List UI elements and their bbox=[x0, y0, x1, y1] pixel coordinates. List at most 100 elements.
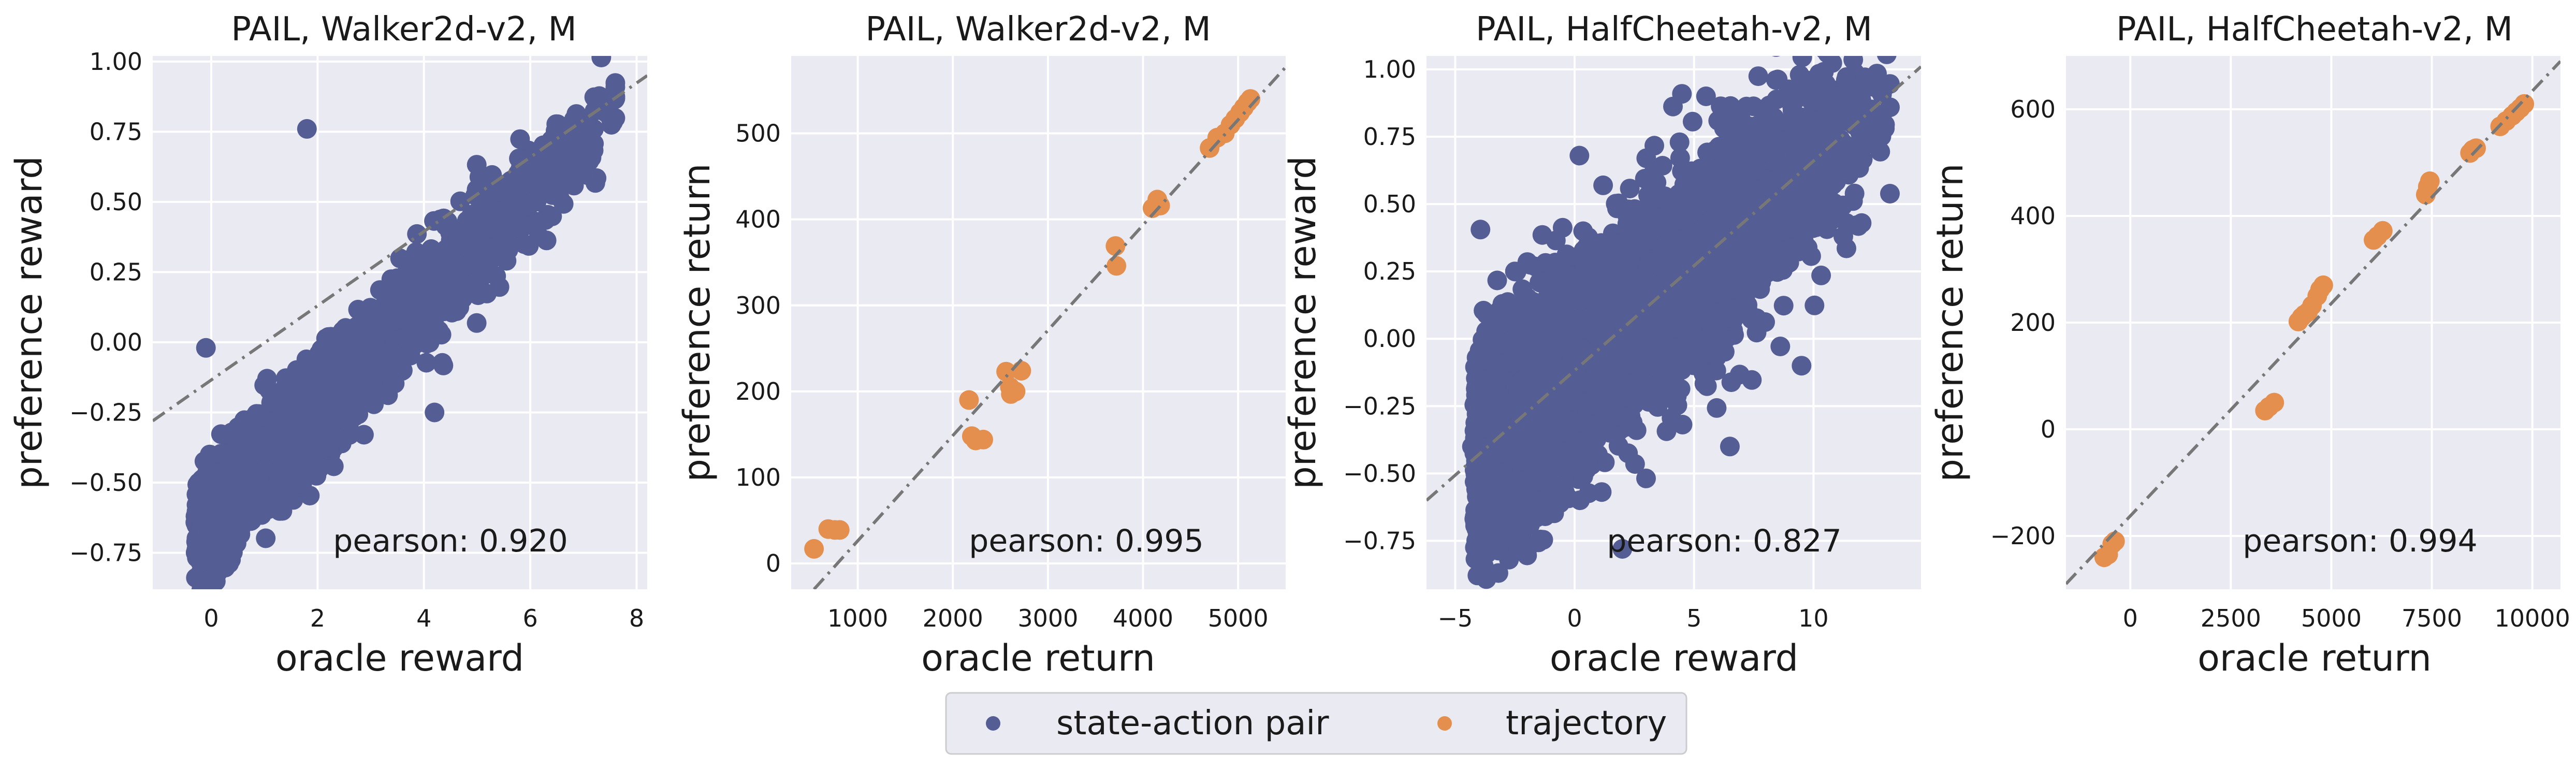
panel-1-point bbox=[327, 355, 347, 375]
panel-1-point bbox=[416, 353, 436, 373]
panel-1-point bbox=[432, 353, 453, 373]
panel-1-point bbox=[448, 228, 468, 248]
panel-3-point bbox=[1672, 415, 1693, 434]
panel-2-x-label: oracle return bbox=[921, 637, 1155, 679]
panel-2-point bbox=[973, 429, 993, 449]
panel-1-point bbox=[250, 463, 270, 483]
panel-2-point bbox=[1107, 256, 1127, 276]
panel-1-point bbox=[589, 86, 609, 106]
panel-1-point bbox=[384, 354, 404, 374]
panel-1-point bbox=[252, 505, 272, 525]
panel-1-point bbox=[312, 354, 332, 374]
panel-1-point bbox=[514, 234, 534, 254]
panel-1-point bbox=[372, 311, 392, 331]
panel-2: PAIL, Walker2d-v2, M 1000 2000 3000 4000 500… bbox=[676, 10, 1286, 679]
panel-1-diagonal-line bbox=[153, 74, 647, 423]
panel-2-x-tick-label: 4000 bbox=[1113, 604, 1173, 632]
panel-1-point bbox=[307, 415, 327, 435]
panel-1-y-tick-label: −0.50 bbox=[69, 469, 142, 497]
panel-2-point bbox=[996, 361, 1016, 382]
panel-2-x-tick-label: 5000 bbox=[1208, 604, 1269, 632]
panel-1-point bbox=[266, 442, 286, 462]
panel-1-point bbox=[511, 219, 531, 239]
panel-2-point bbox=[1105, 236, 1126, 256]
panel-1-y-tick-label: −0.75 bbox=[69, 539, 142, 567]
panel-3-point bbox=[1721, 372, 1741, 393]
panel-1-point bbox=[511, 158, 531, 179]
panel-1-point bbox=[527, 192, 547, 212]
panel-1-point bbox=[333, 398, 354, 418]
panel-2-pearson-label: pearson: 0.995 bbox=[969, 523, 1204, 559]
panel-2-y-tick-label: 100 bbox=[735, 463, 781, 491]
panel-1-point bbox=[211, 424, 231, 444]
panel-1-point bbox=[257, 369, 277, 389]
panel-2-title: PAIL, Walker2d-v2, M bbox=[865, 10, 1211, 49]
panel-1-point bbox=[368, 353, 387, 373]
panel-1-point bbox=[275, 458, 296, 478]
panel-2-y-tick-label: 300 bbox=[735, 292, 781, 319]
panel-3: PAIL, HalfCheetah-v2, M −5 0 5 10 −0.75−0.5… bbox=[1282, 10, 1921, 679]
panel-1-point bbox=[399, 263, 418, 283]
panel-1-point bbox=[196, 338, 216, 358]
panel-1-point bbox=[531, 165, 551, 185]
panel-1-point bbox=[256, 528, 276, 548]
panel-1-point bbox=[438, 274, 458, 294]
panel-2-y-tick-label: 500 bbox=[735, 120, 781, 148]
panel-2-point bbox=[1241, 89, 1260, 109]
panel-1-point bbox=[453, 258, 473, 278]
panel-3-point bbox=[1804, 295, 1825, 315]
panel-1-point bbox=[485, 212, 505, 233]
panel-3-point bbox=[1877, 56, 1897, 64]
panel-1-point bbox=[210, 463, 230, 483]
panel-1-point bbox=[468, 285, 488, 306]
panel-1-point bbox=[402, 294, 422, 314]
panel-1-point bbox=[282, 426, 302, 446]
panel-2-x-tick-label: 1000 bbox=[827, 604, 888, 632]
panel-2-point bbox=[829, 520, 850, 540]
panel-1-point bbox=[554, 194, 574, 214]
panel-3-point bbox=[1636, 468, 1656, 488]
panel-1-point bbox=[494, 227, 514, 248]
panel-1-point bbox=[297, 367, 317, 387]
panel-3-point bbox=[1880, 29, 1899, 49]
panel-1-y-label: preference reward bbox=[8, 156, 50, 489]
panel-1-point bbox=[342, 358, 362, 379]
panel-1-point bbox=[354, 425, 374, 445]
panel-1-x-tick-label: 6 bbox=[522, 604, 537, 632]
panel-1-point bbox=[603, 112, 623, 132]
panel-1-point bbox=[345, 374, 365, 395]
panel-1-point bbox=[450, 191, 470, 211]
panel-2-points bbox=[804, 89, 1260, 559]
panel-1-pearson-label: pearson: 0.920 bbox=[333, 523, 568, 559]
panel-2-x-ticks: 1000 2000 3000 4000 5000 bbox=[827, 604, 1269, 632]
panel-1-point bbox=[297, 119, 317, 139]
panel-1-point bbox=[194, 526, 214, 546]
panel-2-y-tick-label: 400 bbox=[735, 206, 781, 234]
panel-3-point bbox=[1772, 56, 1780, 57]
panel-1-point bbox=[322, 423, 342, 443]
panel-1-x-tick-label: 8 bbox=[629, 604, 644, 632]
panel-2-point bbox=[1006, 381, 1026, 401]
panel-1-point bbox=[406, 318, 427, 338]
panel-1-point bbox=[236, 463, 256, 483]
panel-1-point bbox=[292, 473, 312, 493]
panel-1-point bbox=[319, 438, 339, 458]
panel-2-grid bbox=[791, 56, 1286, 589]
panel-1-y-tick-label: 1.00 bbox=[90, 48, 142, 76]
panel-1-y-tick-label: 0.75 bbox=[90, 118, 142, 146]
panel-1-y-tick-label: −0.25 bbox=[69, 398, 142, 426]
panel-1-point bbox=[467, 313, 487, 333]
panel-1-point bbox=[579, 151, 599, 171]
panel-1-point bbox=[542, 206, 562, 226]
panel-1-point bbox=[591, 56, 612, 67]
panel-2-y-tick-label: 0 bbox=[766, 549, 781, 577]
panel-1-x-label: oracle reward bbox=[275, 637, 524, 679]
panel-1-point bbox=[474, 259, 494, 279]
panel-1-x-tick-label: 4 bbox=[416, 604, 431, 632]
panel-1-point bbox=[270, 501, 290, 521]
panel-1-point bbox=[339, 425, 359, 445]
panel-1-x-tick-label: 0 bbox=[203, 604, 219, 632]
